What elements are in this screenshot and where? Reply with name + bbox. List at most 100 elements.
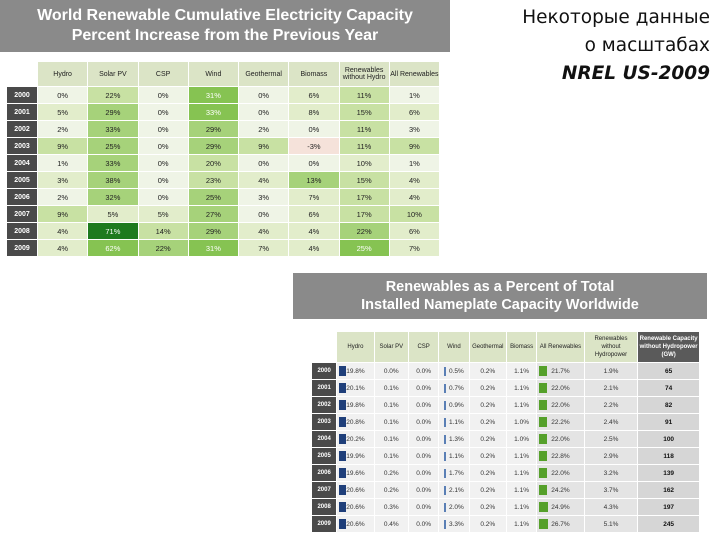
value-cell: 0.1%	[374, 431, 408, 447]
value-cell: 3%	[38, 172, 88, 188]
wind-bar	[444, 519, 446, 529]
value-cell: 0%	[138, 172, 188, 188]
value-cell: 20.6%	[337, 499, 374, 515]
value-cell: 1.3%	[439, 431, 469, 447]
value-cell: 3%	[389, 121, 439, 137]
value-cell: 9%	[389, 138, 439, 154]
value-cell: 32%	[88, 189, 138, 205]
table-row: 2005 3% 38% 0% 23% 4% 13% 15% 4%	[7, 172, 439, 188]
column-header: Hydro	[38, 62, 88, 86]
value-cell: 0.3%	[374, 499, 408, 515]
cell-value: 19.6%	[346, 469, 365, 477]
value-cell: 33%	[88, 121, 138, 137]
value-cell: 0.7%	[439, 380, 469, 396]
value-cell: 0.0%	[408, 465, 439, 481]
value-cell: 0.0%	[408, 482, 439, 498]
value-cell: 2.4%	[584, 414, 638, 430]
value-cell: 118	[638, 448, 699, 464]
corner-cell	[7, 62, 37, 86]
value-cell: 4%	[239, 172, 289, 188]
table-row: 2003 20.8% 0.1% 0.0% 1.1% 0.2% 1.0% 22.2% 2.4% 91	[312, 414, 699, 430]
share-table: Hydro Solar PV CSP Wind Geothermal Biomass All…	[311, 331, 700, 533]
value-cell: 0.2%	[469, 414, 506, 430]
banner2-line1: Renewables as a Percent of Total	[385, 279, 615, 295]
value-cell: 0.2%	[469, 448, 506, 464]
value-cell: 5%	[38, 104, 88, 120]
value-cell: 1%	[389, 87, 439, 103]
value-cell: 3%	[239, 189, 289, 205]
value-cell: 1.1%	[439, 448, 469, 464]
value-cell: 33%	[88, 155, 138, 171]
cell-value: 2.0%	[449, 503, 464, 511]
value-cell: 3.7%	[584, 482, 638, 498]
value-cell: 4.3%	[584, 499, 638, 515]
value-cell: 0%	[138, 121, 188, 137]
year-cell: 2003	[312, 414, 337, 430]
growth-table: Hydro Solar PV CSP Wind Geothermal Biomass Ren…	[6, 61, 440, 257]
value-cell: 10%	[339, 155, 389, 171]
value-cell: 9%	[38, 206, 88, 222]
cell-value: 2.1%	[449, 486, 464, 494]
value-cell: 11%	[339, 87, 389, 103]
value-cell: 1.1%	[506, 397, 537, 413]
value-cell: 9%	[239, 138, 289, 154]
title-banner-percent-total: Renewables as a Percent of Total Install…	[293, 273, 707, 319]
value-cell: 0.0%	[408, 380, 439, 396]
renewables-bar	[539, 434, 548, 444]
value-cell: 11%	[339, 121, 389, 137]
value-cell: 0.2%	[469, 363, 506, 379]
renewables-bar	[539, 451, 548, 461]
value-cell: 13%	[289, 172, 339, 188]
cell-value: 19.8%	[346, 367, 365, 375]
value-cell: 1%	[389, 155, 439, 171]
value-cell: 1.1%	[506, 499, 537, 515]
column-header: CSP	[138, 62, 188, 86]
value-cell: 1.1%	[506, 465, 537, 481]
value-cell: 21.7%	[537, 363, 584, 379]
value-cell: 0.0%	[408, 414, 439, 430]
value-cell: 0.2%	[469, 431, 506, 447]
value-cell: 2.1%	[439, 482, 469, 498]
year-cell: 2008	[7, 223, 37, 239]
year-cell: 2001	[312, 380, 337, 396]
wind-bar	[444, 485, 446, 495]
cell-value: 3.3%	[449, 520, 464, 528]
value-cell: 4%	[38, 240, 88, 256]
value-cell: 0.2%	[374, 482, 408, 498]
cell-value: 22.8%	[551, 452, 570, 460]
value-cell: 20.2%	[337, 431, 374, 447]
growth-table-header: Hydro Solar PV CSP Wind Geothermal Biomass Ren…	[7, 62, 439, 86]
value-cell: 29%	[88, 104, 138, 120]
value-cell: 0%	[138, 155, 188, 171]
value-cell: 0.1%	[374, 448, 408, 464]
year-cell: 2000	[7, 87, 37, 103]
value-cell: 1.0%	[506, 414, 537, 430]
value-cell: 22.2%	[537, 414, 584, 430]
value-cell: 19.6%	[337, 465, 374, 481]
value-cell: 26.7%	[537, 516, 584, 532]
value-cell: 0.2%	[469, 397, 506, 413]
value-cell: 2%	[239, 121, 289, 137]
corner-cell	[312, 332, 337, 362]
year-cell: 2006	[312, 465, 337, 481]
year-cell: 2004	[312, 431, 337, 447]
value-cell: 2%	[38, 189, 88, 205]
column-header: Renewable Capacity without Hydropower (G…	[638, 332, 699, 362]
value-cell: 22%	[138, 240, 188, 256]
value-cell: 74	[638, 380, 699, 396]
value-cell: 0%	[289, 121, 339, 137]
year-cell: 2002	[7, 121, 37, 137]
value-cell: 14%	[138, 223, 188, 239]
cell-value: 20.6%	[346, 486, 365, 494]
value-cell: 6%	[289, 87, 339, 103]
table-row: 2002 19.8% 0.1% 0.0% 0.9% 0.2% 1.1% 22.0% 2.2% 82	[312, 397, 699, 413]
value-cell: 11%	[339, 138, 389, 154]
column-header: Renewables without Hydro	[339, 62, 389, 86]
value-cell: 20.1%	[337, 380, 374, 396]
value-cell: 4%	[38, 223, 88, 239]
value-cell: 0%	[138, 104, 188, 120]
value-cell: 1.1%	[506, 363, 537, 379]
column-header: Solar PV	[88, 62, 138, 86]
value-cell: 20.6%	[337, 516, 374, 532]
value-cell: 1.9%	[584, 363, 638, 379]
